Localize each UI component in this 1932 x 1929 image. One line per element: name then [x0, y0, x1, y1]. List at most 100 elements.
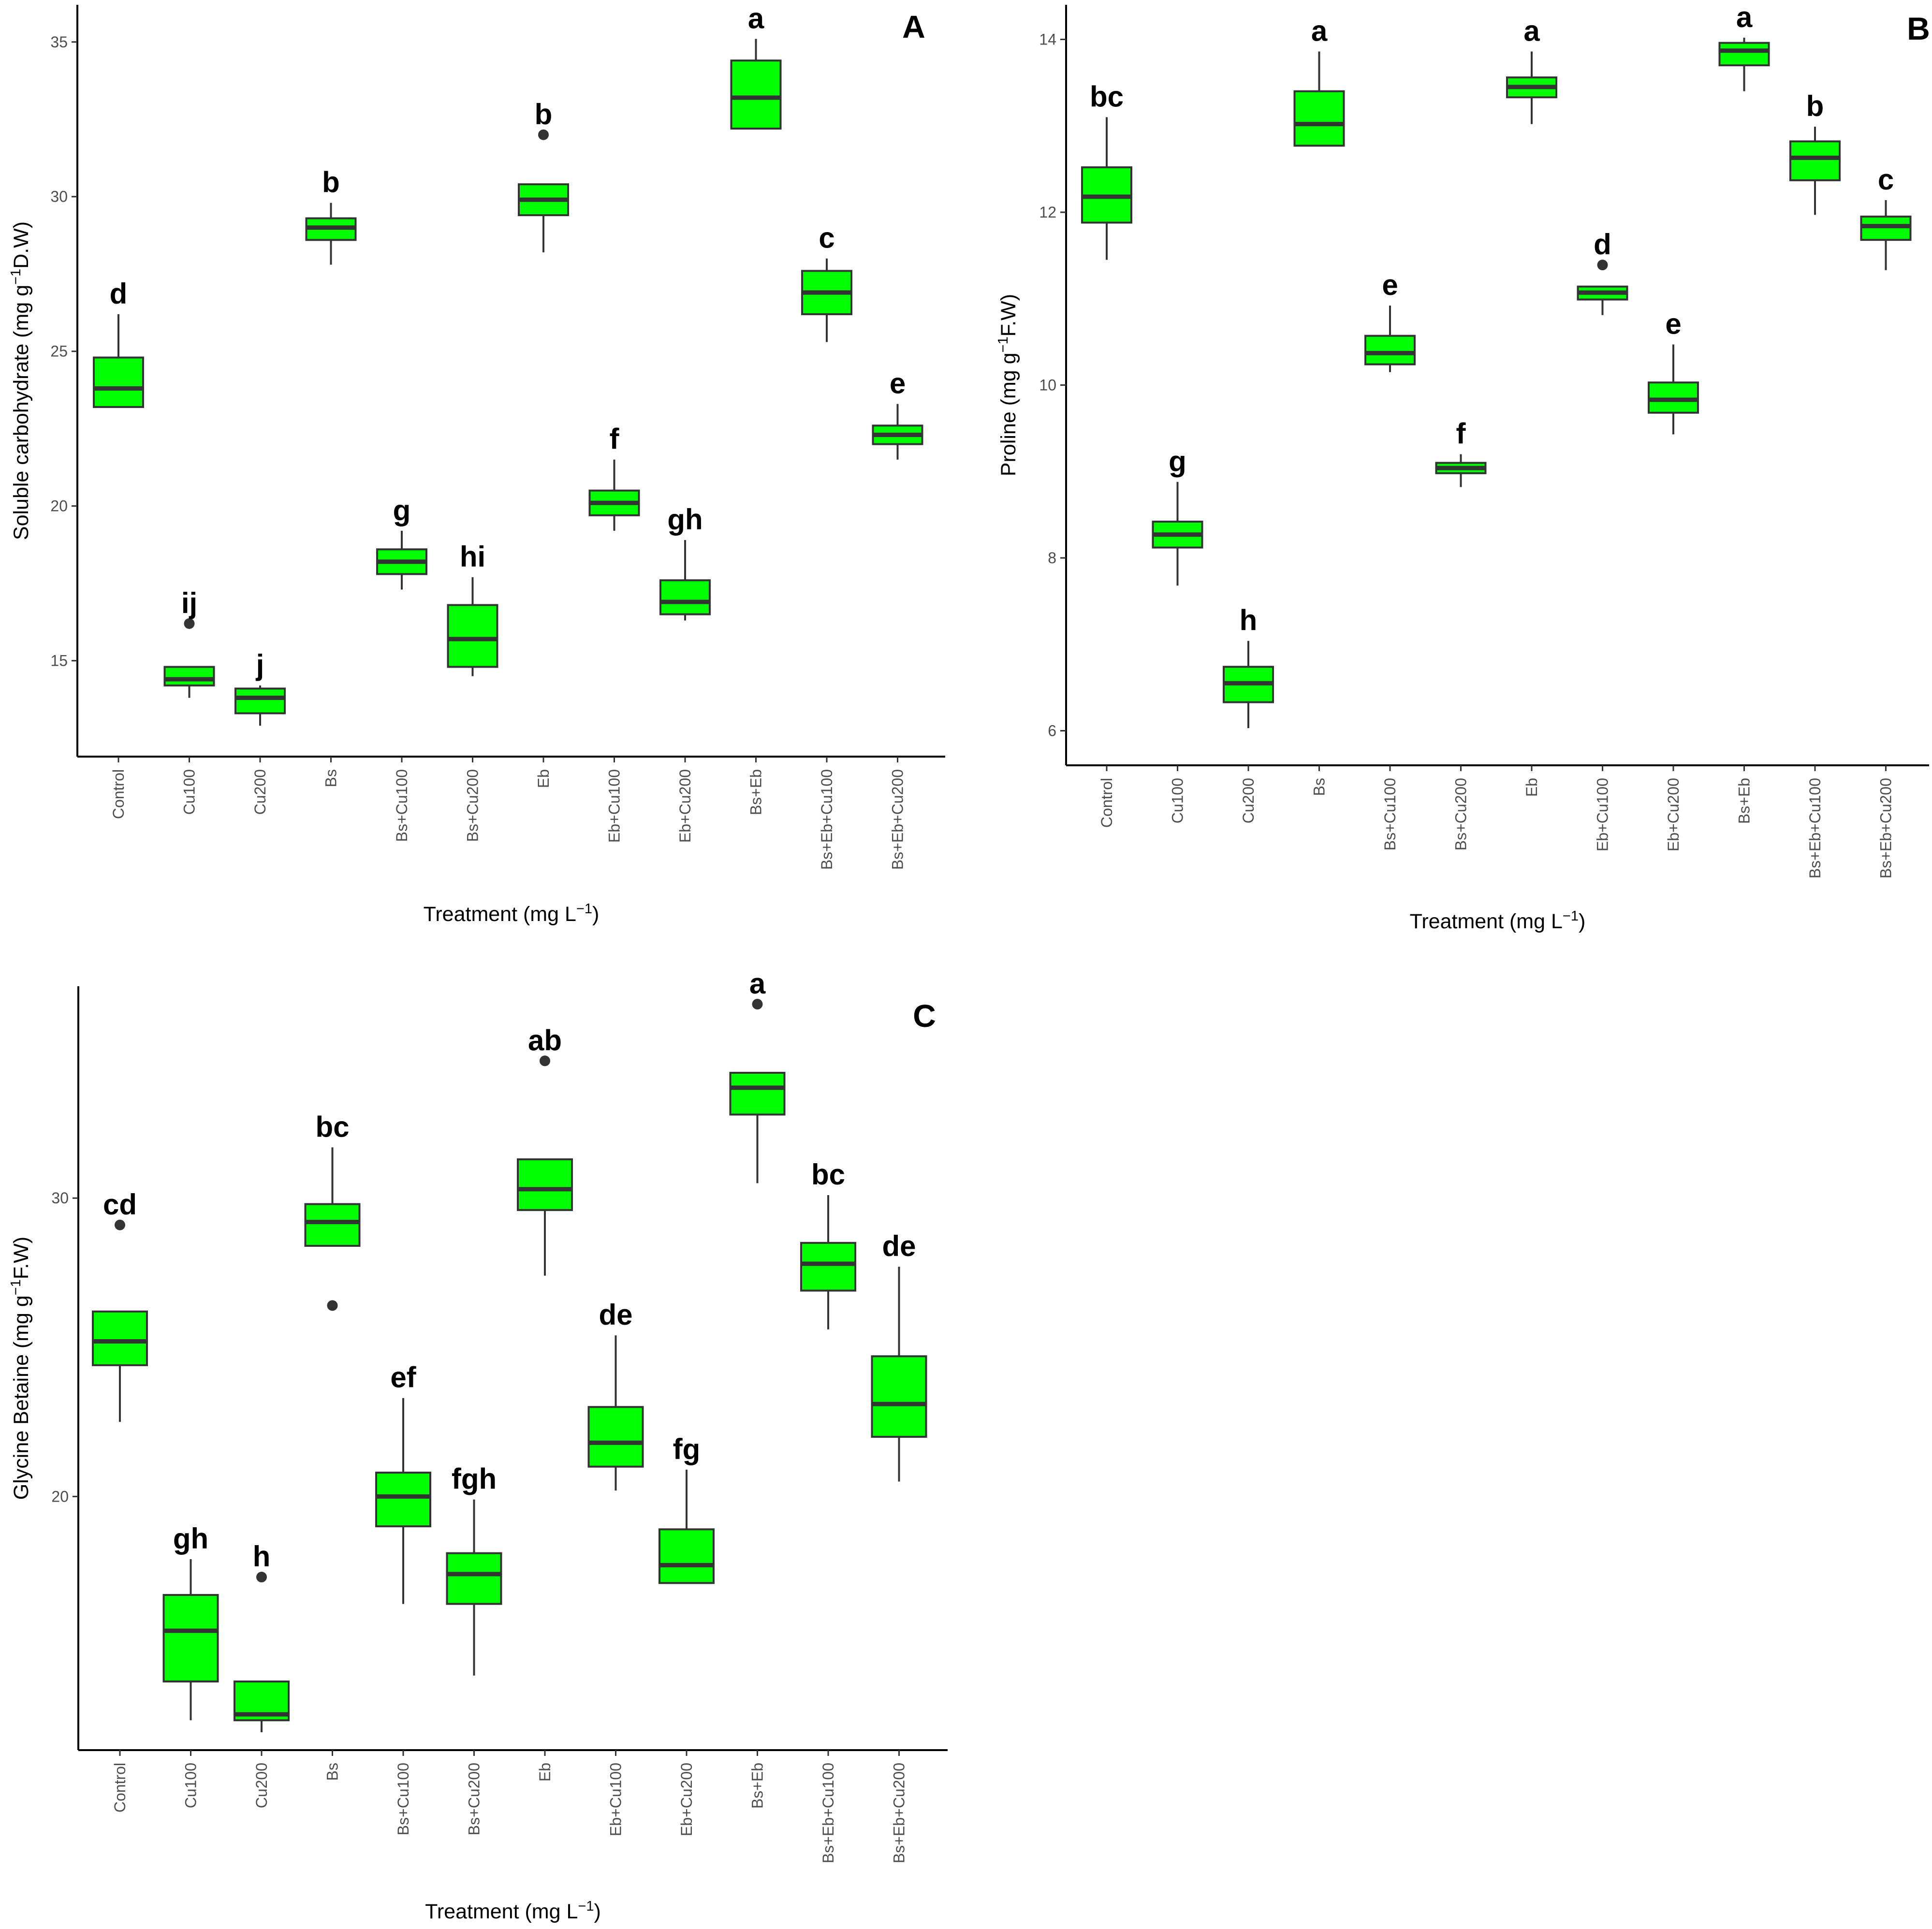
- y-tick-label: 30: [51, 1189, 69, 1207]
- panel-label: B: [1907, 11, 1930, 46]
- significance-letter: b: [535, 98, 553, 131]
- box-cu200: h: [234, 1540, 290, 1732]
- significance-letter: d: [1594, 228, 1611, 261]
- x-tick-label: Eb: [536, 1763, 554, 1782]
- significance-letter: bc: [315, 1111, 349, 1143]
- box-control: d: [93, 278, 144, 408]
- x-tick-label: Bs+Eb+Cu100: [1806, 778, 1824, 878]
- box-cu200: h: [1223, 604, 1274, 729]
- box-cu100: ij: [163, 587, 215, 698]
- box-bs-cu100: g: [376, 494, 427, 590]
- significance-letter: a: [749, 967, 766, 1000]
- box-bs-eb-cu200: c: [1860, 163, 1912, 270]
- x-tick-label: Bs+Eb+Cu200: [891, 1763, 908, 1863]
- x-tick-label: Cu100: [181, 769, 198, 815]
- x-tick-label: Bs: [322, 769, 340, 787]
- y-tick-label: 15: [50, 652, 68, 670]
- iqr-box: [304, 1203, 361, 1247]
- box-bs-eb-cu200: de: [871, 1230, 927, 1482]
- x-tick-label: Bs+Eb+Cu100: [820, 1763, 837, 1863]
- x-tick-label: Bs+Eb+Cu100: [818, 769, 835, 870]
- x-tick-label: Bs+Cu200: [1452, 778, 1470, 850]
- box-bs-eb-cu100: bc: [800, 1158, 856, 1330]
- y-tick-label: 10: [1039, 377, 1056, 394]
- iqr-box: [517, 1158, 573, 1211]
- box-eb: ab: [517, 1024, 573, 1276]
- x-tick-label: Eb: [1523, 778, 1540, 797]
- significance-letter: de: [882, 1230, 916, 1262]
- x-tick-label: Bs+Cu200: [466, 1763, 483, 1835]
- x-tick-label: Bs: [1311, 778, 1328, 796]
- x-tick-label: Eb+Cu200: [676, 769, 694, 843]
- significance-letter: bc: [1090, 80, 1124, 113]
- outlier-point: [115, 1219, 125, 1230]
- outlier-point: [538, 129, 549, 140]
- x-tick-label: Bs+Cu200: [464, 769, 482, 842]
- y-tick-label: 20: [50, 497, 68, 515]
- y-tick-label: 14: [1039, 31, 1056, 48]
- x-tick-label: Control: [1098, 778, 1115, 828]
- box-bs-eb: a: [730, 2, 782, 130]
- outlier-point: [1597, 260, 1608, 271]
- iqr-box: [234, 687, 286, 715]
- significance-letter: h: [1240, 604, 1258, 637]
- x-axis-title: Treatment (mg L−1): [424, 901, 600, 926]
- box-bs-cu200: hi: [447, 541, 498, 676]
- significance-letter: bc: [811, 1158, 845, 1191]
- x-tick-label: Cu100: [182, 1763, 200, 1808]
- significance-letter: h: [253, 1540, 271, 1573]
- outlier-point: [752, 999, 763, 1010]
- iqr-box: [1364, 335, 1416, 365]
- y-axis-title: Glycine Betaine (mg g−1F.W): [8, 1237, 33, 1500]
- iqr-box: [92, 1310, 148, 1366]
- iqr-box: [1293, 90, 1345, 147]
- x-tick-label: Cu200: [253, 1763, 270, 1808]
- box-eb-cu100: f: [588, 423, 640, 531]
- box-eb-cu100: d: [1577, 228, 1628, 315]
- box-bs-eb: a: [1718, 1, 1770, 91]
- x-tick-label: Bs+Cu100: [395, 1763, 412, 1835]
- significance-letter: gh: [173, 1522, 208, 1555]
- x-tick-label: Bs+Eb: [747, 769, 765, 815]
- outlier-point: [327, 1300, 338, 1311]
- iqr-box: [587, 1406, 644, 1468]
- significance-letter: f: [1456, 418, 1466, 450]
- significance-letter: ef: [390, 1361, 416, 1394]
- box-bs-eb-cu200: e: [872, 367, 923, 460]
- x-axis-title: Treatment (mg L−1): [425, 1899, 601, 1923]
- x-tick-label: Eb+Cu200: [678, 1763, 695, 1836]
- iqr-box: [447, 604, 498, 668]
- panel-label: A: [902, 9, 925, 44]
- significance-letter: j: [256, 649, 264, 681]
- box-eb-cu200: gh: [659, 503, 711, 621]
- significance-letter: hi: [460, 541, 485, 573]
- y-axis-title: Proline (mg g−1F.W): [995, 294, 1020, 476]
- significance-letter: b: [322, 166, 340, 199]
- significance-letter: e: [1382, 269, 1398, 301]
- box-control: bc: [1081, 80, 1132, 260]
- iqr-box: [730, 59, 782, 130]
- x-tick-label: Bs+Eb: [749, 1763, 766, 1809]
- box-eb-cu100: de: [587, 1299, 644, 1491]
- x-tick-label: Bs+Eb+Cu200: [889, 769, 907, 870]
- significance-letter: ij: [181, 587, 197, 619]
- box-cu100: gh: [162, 1522, 219, 1721]
- x-tick-label: Cu200: [1240, 778, 1257, 823]
- significance-letter: c: [1878, 163, 1894, 196]
- iqr-box: [162, 1594, 219, 1683]
- box-bs: a: [1293, 15, 1345, 147]
- y-tick-label: 25: [50, 343, 68, 360]
- significance-letter: e: [890, 367, 906, 399]
- significance-letter: fgh: [452, 1463, 497, 1495]
- x-tick-label: Eb+Cu200: [1665, 778, 1682, 851]
- significance-letter: c: [819, 222, 834, 254]
- x-tick-label: Control: [110, 769, 127, 819]
- y-axis-title: Soluble carbohydrate (mg g−1D.W): [8, 221, 33, 540]
- outlier-point: [540, 1055, 550, 1067]
- significance-letter: e: [1665, 307, 1681, 340]
- iqr-box: [1718, 42, 1770, 67]
- iqr-box: [800, 1242, 856, 1292]
- box-bs-cu200: f: [1435, 418, 1487, 487]
- iqr-box: [93, 356, 144, 408]
